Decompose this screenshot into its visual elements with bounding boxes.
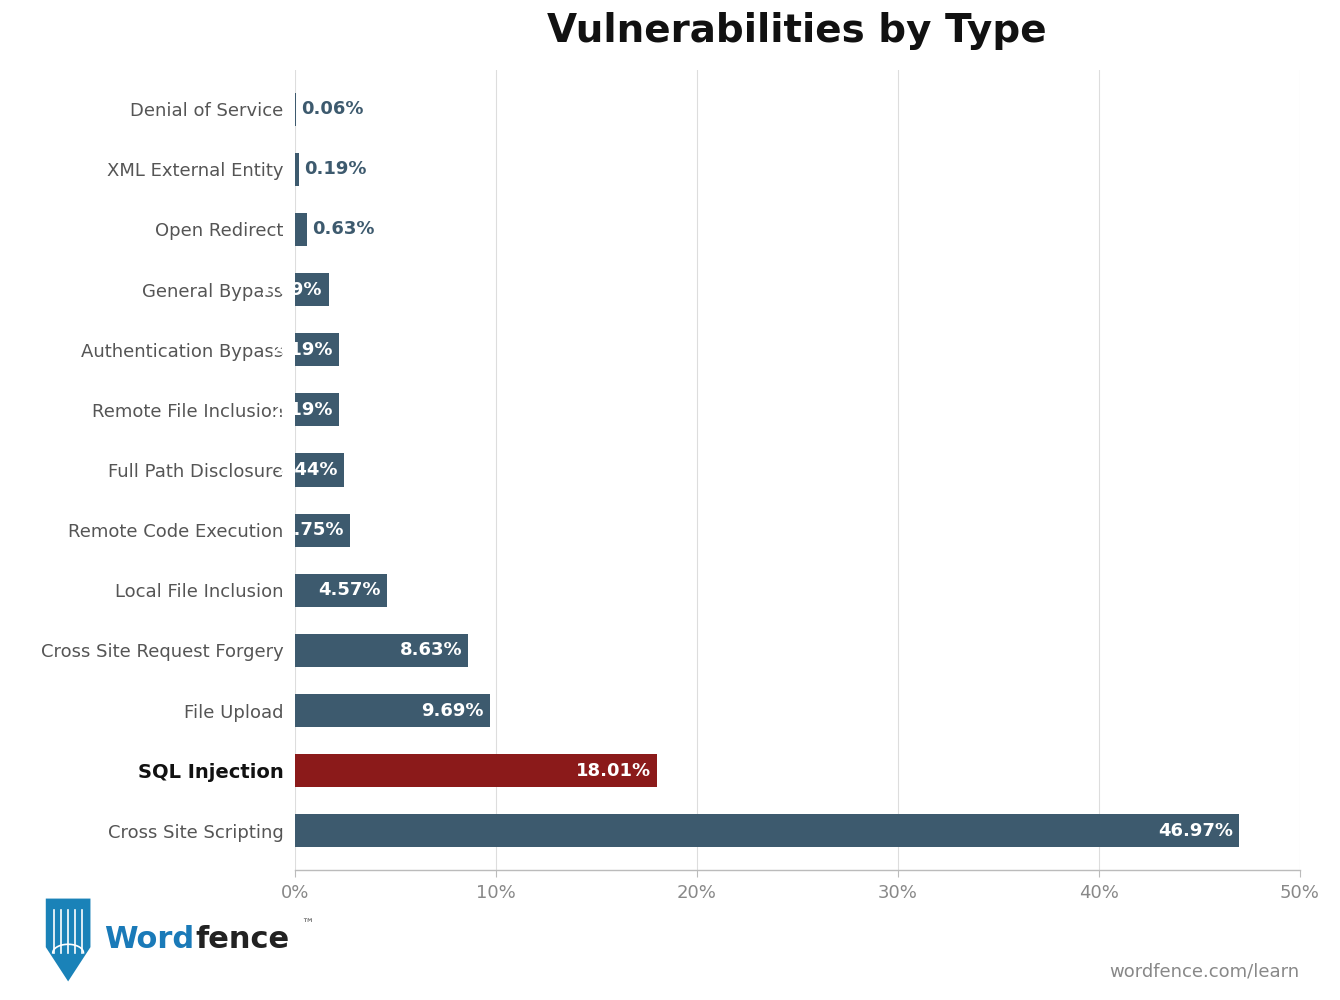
Bar — [295, 574, 387, 607]
Bar — [295, 634, 468, 667]
Text: fence: fence — [196, 926, 289, 954]
Text: 0.63%: 0.63% — [312, 220, 375, 238]
Bar — [295, 514, 350, 547]
Text: 2.19%: 2.19% — [271, 401, 332, 419]
Bar — [295, 814, 1240, 847]
Text: 2.75%: 2.75% — [281, 521, 344, 539]
Text: 8.63%: 8.63% — [399, 641, 462, 659]
Bar — [295, 273, 328, 306]
Text: 2.19%: 2.19% — [271, 341, 332, 359]
Text: ™: ™ — [302, 918, 314, 931]
Text: wordfence.com/learn: wordfence.com/learn — [1110, 962, 1300, 980]
Text: 4.57%: 4.57% — [318, 581, 381, 599]
Bar — [295, 393, 339, 426]
Bar — [295, 453, 344, 487]
Text: 1.69%: 1.69% — [260, 281, 323, 299]
Text: 2.44%: 2.44% — [275, 461, 338, 479]
Text: Word: Word — [105, 926, 194, 954]
Text: 18.01%: 18.01% — [576, 762, 651, 780]
Text: 46.97%: 46.97% — [1158, 822, 1233, 840]
Polygon shape — [46, 899, 91, 981]
Title: Vulnerabilities by Type: Vulnerabilities by Type — [548, 12, 1047, 50]
Bar — [295, 754, 657, 787]
Bar — [295, 213, 307, 246]
Text: 0.19%: 0.19% — [304, 160, 366, 178]
Bar — [295, 153, 299, 186]
Bar — [295, 333, 339, 366]
Bar — [295, 694, 489, 727]
Text: 9.69%: 9.69% — [421, 702, 484, 720]
Text: 0.06%: 0.06% — [302, 100, 363, 118]
